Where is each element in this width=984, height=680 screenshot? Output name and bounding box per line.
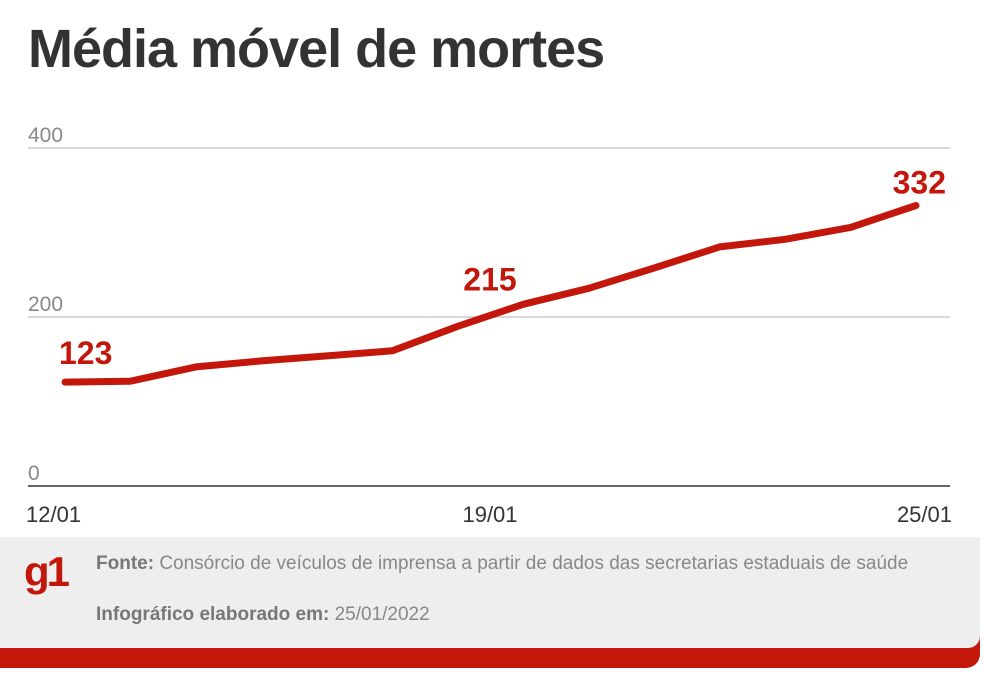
source-note: Fonte: Consórcio de veículos de imprensa… xyxy=(96,553,916,575)
y-tick-label: 0 xyxy=(28,462,40,485)
x-tick-label: 19/01 xyxy=(462,502,517,527)
x-tick-label: 12/01 xyxy=(26,502,81,527)
made-note: Infográfico elaborado em: 25/01/2022 xyxy=(96,604,430,626)
series-line xyxy=(61,202,920,386)
g1-logo: g1 xyxy=(24,548,70,595)
footer xyxy=(0,537,980,648)
y-tick-label: 200 xyxy=(28,293,63,316)
y-tick-label: 400 xyxy=(28,124,63,147)
source-text: Consórcio de veículos de imprensa a part… xyxy=(159,553,909,574)
made-label: Infográfico elaborado em: xyxy=(96,604,330,625)
data-label: 215 xyxy=(463,261,516,297)
source-label: Fonte: xyxy=(96,553,155,574)
data-label: 123 xyxy=(59,335,112,371)
made-date: 25/01/2022 xyxy=(334,604,430,625)
x-tick-label: 25/01 xyxy=(897,502,952,527)
data-label: 332 xyxy=(893,164,946,200)
line-chart: 0 200 400 12/01 19/01 25/01 123 215 332 xyxy=(26,124,952,527)
chart-title: Média móvel de mortes xyxy=(28,19,605,79)
